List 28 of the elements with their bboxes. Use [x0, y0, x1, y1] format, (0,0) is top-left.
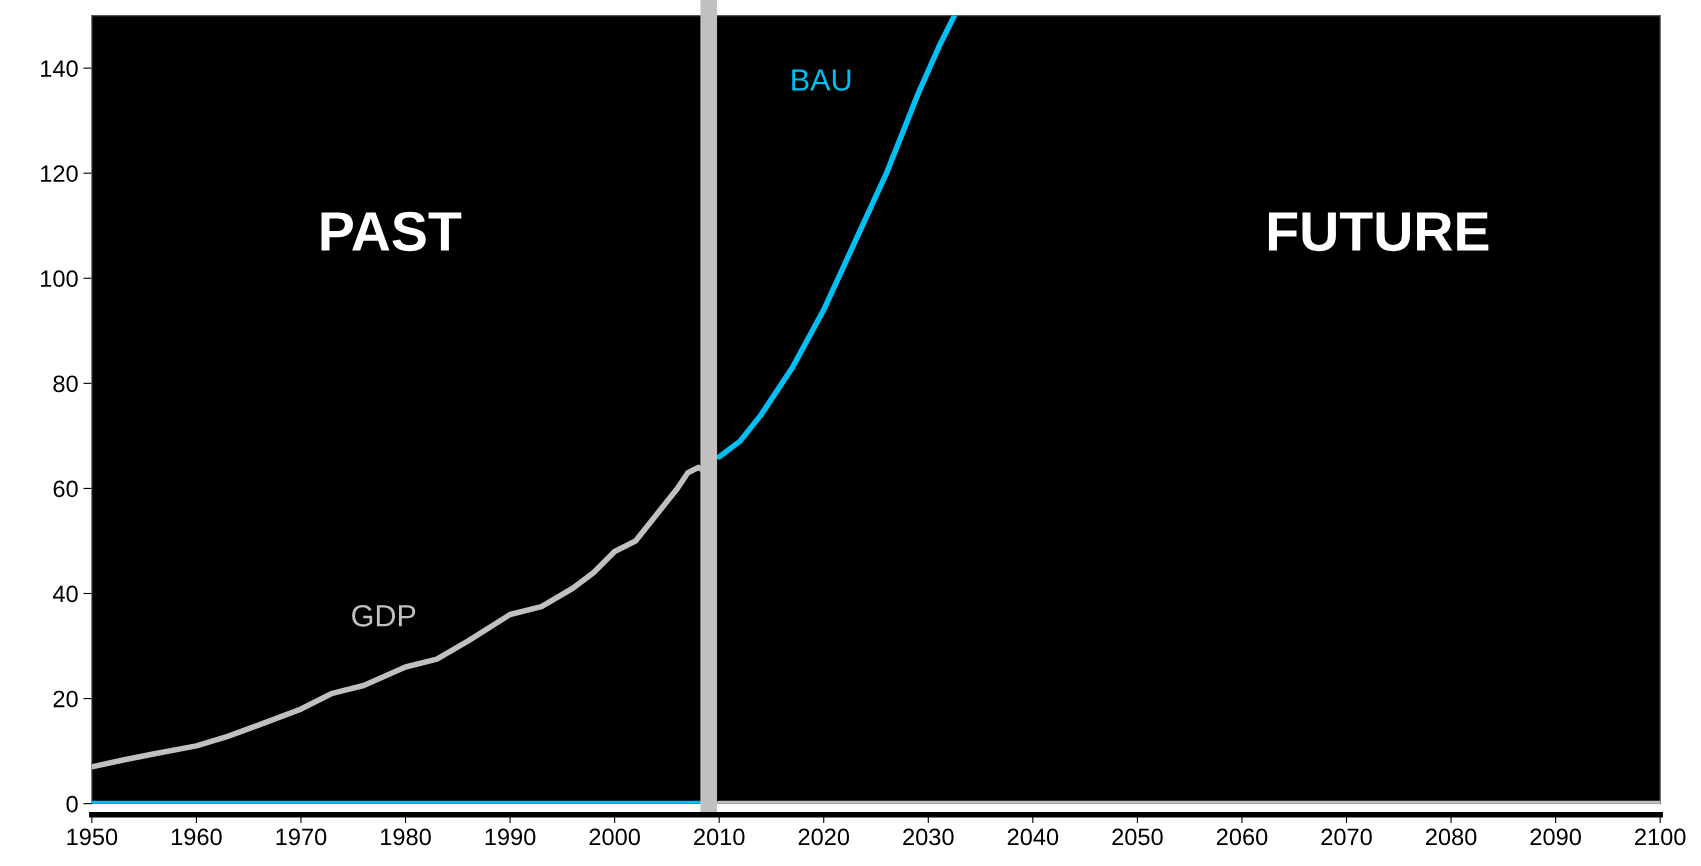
x-tick-label: 1990 — [485, 828, 536, 846]
y-tick-label: 60 — [53, 480, 78, 498]
annotation: FUTURE — [1268, 212, 1489, 252]
y-tick-label: 0 — [66, 795, 78, 813]
x-tick-label: 1970 — [276, 828, 327, 846]
y-tick-label: 80 — [53, 375, 78, 393]
x-tick-label: 2080 — [1425, 828, 1477, 846]
x-tick-label: 1950 — [67, 828, 118, 846]
y-tick-label: 40 — [52, 585, 78, 603]
x-tick-label: 2040 — [1007, 828, 1059, 846]
x-tick-label: 2000 — [589, 828, 640, 846]
x-tick-label: 2060 — [1216, 828, 1268, 846]
y-tick-label: 140 — [41, 60, 78, 77]
y-tick-label: 100 — [41, 270, 78, 288]
x-tick-label: 2090 — [1530, 828, 1581, 846]
x-tick-label: 1960 — [171, 828, 222, 846]
annotation: PAST — [321, 211, 462, 252]
x-tick-label: 2030 — [903, 828, 954, 846]
x-tick-label: 1980 — [381, 828, 431, 846]
x-tick-label: 2070 — [1321, 828, 1372, 846]
x-tick-label: 2020 — [798, 828, 850, 846]
y-tick-label: 20 — [53, 690, 78, 708]
series-label: GDP — [352, 605, 416, 627]
x-tick-label: 2050 — [1112, 828, 1163, 846]
x-tick-label: 2100 — [1635, 828, 1686, 846]
text: BAU — [792, 69, 851, 91]
y-tick-label: 120 — [41, 165, 78, 182]
x-tick-label: 2010 — [694, 828, 745, 846]
